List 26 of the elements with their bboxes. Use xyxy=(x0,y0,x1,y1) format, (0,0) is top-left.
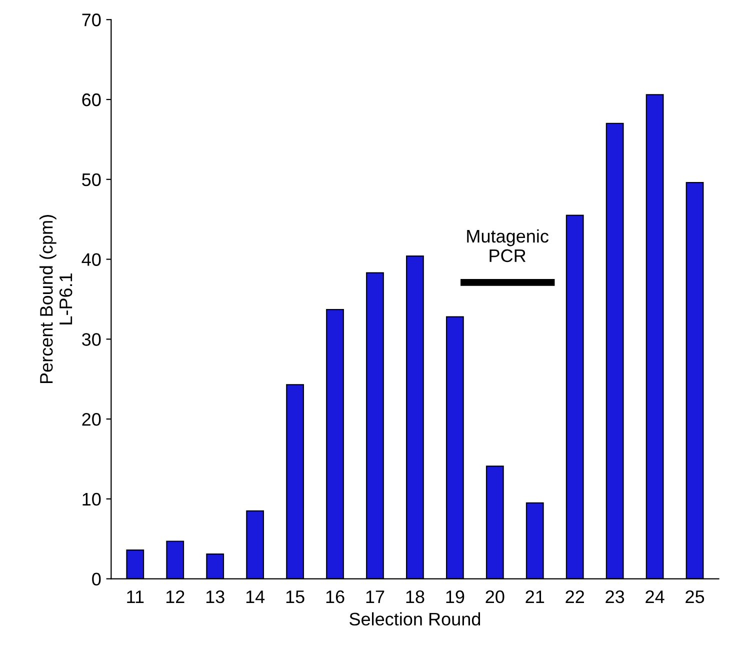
x-tick-label: 12 xyxy=(166,590,184,603)
x-axis-title: Selection Round xyxy=(350,612,480,626)
x-tick-label: 23 xyxy=(606,590,624,604)
y-tick-label: 10 xyxy=(82,492,101,506)
y-tick-label: 0 xyxy=(92,572,101,586)
x-tick-label: 15 xyxy=(286,590,304,604)
x-tick-label: 11 xyxy=(127,590,144,603)
y-tick-label: 50 xyxy=(82,173,101,186)
y-axis-title: Percent Bound (cpm) L-P6.1 xyxy=(40,215,72,384)
y-tick-label: 60 xyxy=(82,93,101,106)
x-tick-label: 21 xyxy=(526,590,544,603)
x-tick-label: 24 xyxy=(646,590,664,603)
annotation: Mutagenic PCR xyxy=(467,229,548,262)
y-tick-label: 40 xyxy=(82,253,101,266)
y-tick-label: 30 xyxy=(82,333,101,346)
x-tick-label: 20 xyxy=(486,590,504,604)
x-tick-label: 16 xyxy=(326,590,344,604)
x-tick-label: 13 xyxy=(206,590,224,604)
x-tick-label: 22 xyxy=(566,590,584,603)
y-tick-label: 70 xyxy=(82,14,101,26)
x-tick-label: 18 xyxy=(406,590,424,604)
x-tick-label: 14 xyxy=(246,590,265,603)
y-tick-label: 20 xyxy=(82,412,101,426)
x-tick-label: 19 xyxy=(446,590,464,604)
x-tick-label: 25 xyxy=(686,590,704,604)
x-tick-label: 17 xyxy=(366,590,384,603)
